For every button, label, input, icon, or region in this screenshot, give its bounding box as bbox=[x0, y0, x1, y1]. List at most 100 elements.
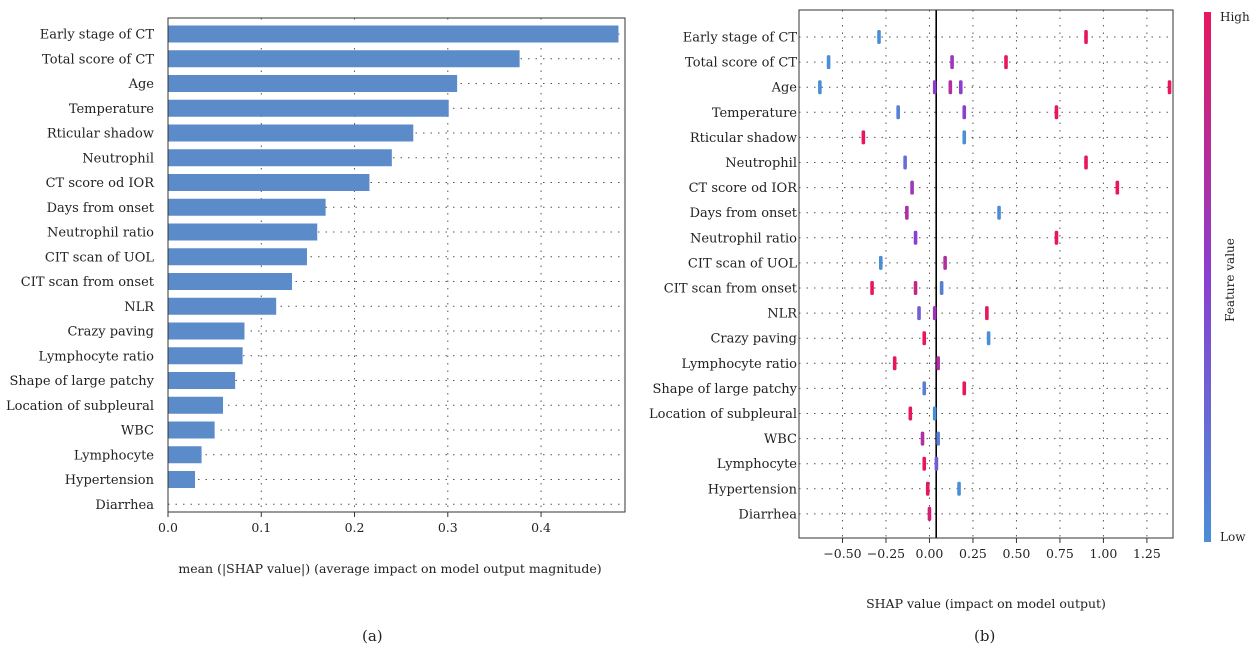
colorbar-low-label: Low bbox=[1220, 530, 1246, 544]
category-label: Crazy paving bbox=[710, 332, 797, 347]
shap-point bbox=[948, 80, 953, 95]
x-tick-label: 1.00 bbox=[1089, 546, 1117, 561]
shap-point bbox=[962, 130, 967, 145]
bar-days-from-onset bbox=[168, 198, 326, 216]
category-label: Shape of large patchy bbox=[9, 374, 154, 389]
category-label: Temperature bbox=[69, 102, 154, 117]
category-label: Shape of large patchy bbox=[652, 382, 797, 397]
shap-point bbox=[962, 105, 967, 120]
category-label: CIT scan from onset bbox=[664, 282, 798, 297]
beeswarm-chart-shap: Early stage of CT Total score of CT Age Tem… bbox=[649, 9, 1250, 611]
shap-point bbox=[962, 381, 967, 396]
category-label: Crazy paving bbox=[67, 325, 154, 340]
colorbar-title: Feature value bbox=[1223, 238, 1237, 322]
bar-lymphocyte-ratio bbox=[168, 347, 243, 365]
shap-points bbox=[818, 30, 1172, 521]
plot-frame bbox=[167, 17, 626, 513]
category-label: Total score of CT bbox=[42, 52, 154, 67]
category-label: Rticular shadow bbox=[690, 131, 797, 146]
bar-neutrophil-ratio bbox=[168, 223, 318, 241]
category-label: Days from onset bbox=[47, 201, 155, 216]
category-label: CIT scan of UOL bbox=[45, 250, 154, 265]
category-label: Diarrhea bbox=[738, 507, 797, 522]
shap-point bbox=[958, 80, 963, 95]
shap-point bbox=[1167, 80, 1172, 95]
bar-wbc bbox=[168, 421, 215, 439]
shap-point bbox=[932, 80, 937, 95]
bar-neutrophil bbox=[168, 149, 392, 167]
shap-point bbox=[997, 205, 1001, 220]
category-label: Lymphocyte ratio bbox=[682, 357, 798, 372]
shap-point bbox=[925, 481, 930, 496]
x-tick-label: 1.25 bbox=[1133, 546, 1161, 561]
x-ticks: −0.50 −0.25 0.00 0.25 0.50 0.75 1.00 1.25 bbox=[823, 538, 1161, 561]
category-label: Neutrophil ratio bbox=[690, 231, 797, 246]
category-label: CT score od IOR bbox=[46, 176, 156, 191]
category-label: WBC bbox=[764, 432, 797, 447]
category-label: Lymphocyte bbox=[717, 457, 797, 472]
panel-label-b: (b) bbox=[974, 627, 996, 645]
x-ticks: 0.0 0.1 0.2 0.3 0.4 bbox=[158, 512, 551, 535]
shap-point bbox=[905, 205, 909, 220]
x-tick-label: −0.25 bbox=[867, 546, 905, 561]
shap-point bbox=[1084, 155, 1088, 170]
category-label: Age bbox=[128, 77, 155, 92]
shap-point bbox=[818, 80, 822, 95]
grid-lines bbox=[799, 10, 1173, 538]
shap-point bbox=[943, 255, 947, 270]
bar-crazy-paving bbox=[168, 322, 245, 340]
shap-point bbox=[936, 356, 940, 371]
bar-nlr bbox=[168, 297, 277, 315]
bar-total-score-of-ct bbox=[168, 50, 520, 68]
shap-point bbox=[934, 456, 939, 471]
shap-point bbox=[908, 406, 913, 421]
x-tick-label: −0.50 bbox=[823, 546, 861, 561]
bars bbox=[168, 25, 619, 488]
shap-point bbox=[1084, 30, 1088, 44]
category-label: WBC bbox=[121, 424, 154, 439]
x-tick-label: 0.3 bbox=[438, 520, 458, 535]
shap-point bbox=[1115, 180, 1120, 195]
category-label: Location of subpleural bbox=[6, 399, 154, 414]
shap-point bbox=[920, 431, 925, 446]
category-label: Days from onset bbox=[690, 206, 798, 221]
shap-point bbox=[1004, 55, 1008, 70]
category-label: Early stage of CT bbox=[683, 31, 798, 46]
category-labels: Early stage of CT Total score of CT Age Tem… bbox=[6, 28, 155, 513]
category-label: Neutrophil ratio bbox=[47, 226, 154, 241]
shap-point bbox=[936, 431, 940, 446]
x-tick-label: 0.00 bbox=[916, 546, 944, 561]
colorbar bbox=[1204, 12, 1211, 542]
category-label: Diarrhea bbox=[95, 498, 154, 513]
shap-point bbox=[877, 30, 881, 44]
category-label: Temperature bbox=[712, 106, 797, 121]
x-tick-label: 0.2 bbox=[345, 520, 365, 535]
shap-point bbox=[922, 331, 927, 346]
x-tick-label: 0.25 bbox=[959, 546, 987, 561]
category-label: NLR bbox=[124, 300, 155, 315]
shap-point bbox=[913, 281, 918, 295]
category-label: Lymphocyte ratio bbox=[39, 349, 155, 364]
shap-point bbox=[922, 456, 927, 471]
shap-point bbox=[985, 306, 989, 321]
bar-age bbox=[168, 75, 458, 92]
bar-ct-score-od-ior bbox=[168, 174, 370, 191]
shap-point bbox=[932, 406, 937, 421]
bar-early-stage-of-ct bbox=[168, 25, 619, 43]
bar-shape-of-large-patchy bbox=[168, 372, 236, 389]
shap-point bbox=[913, 230, 918, 245]
category-label: Neutrophil bbox=[725, 156, 797, 171]
x-tick-label: 0.4 bbox=[531, 520, 551, 535]
shap-point bbox=[870, 281, 874, 295]
shap-point bbox=[927, 506, 932, 521]
bar-cit-scan-from-onset bbox=[168, 273, 293, 290]
x-tick-label: 0.50 bbox=[1003, 546, 1031, 561]
category-label: Location of subpleural bbox=[649, 407, 797, 422]
x-axis-label: mean (|SHAP value|) (average impact on m… bbox=[178, 561, 601, 576]
colorbar-high-label: High bbox=[1220, 10, 1250, 24]
bar-rticular-shadow bbox=[168, 124, 414, 142]
category-label: CT score od IOR bbox=[689, 181, 799, 196]
shap-point bbox=[1054, 230, 1059, 245]
x-tick-label: 0.1 bbox=[251, 520, 271, 535]
shap-point bbox=[878, 255, 883, 270]
